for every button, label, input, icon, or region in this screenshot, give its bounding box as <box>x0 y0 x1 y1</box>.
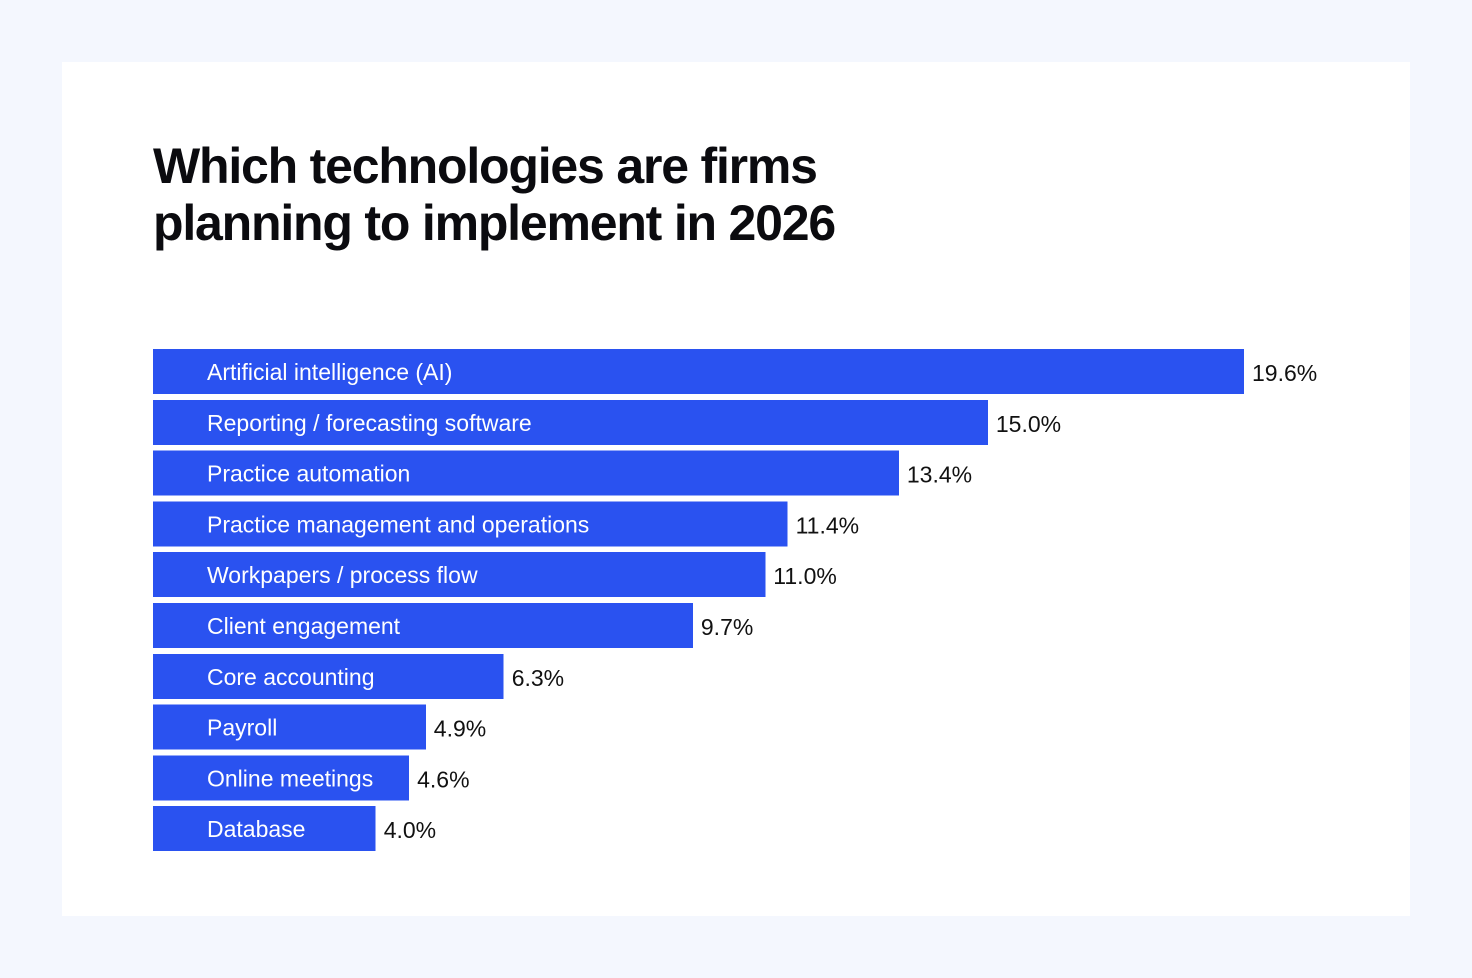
bar-category-label: Payroll <box>207 715 277 741</box>
bar-2 <box>153 450 899 496</box>
chart-title-line-1: Which technologies are firms <box>153 138 818 194</box>
bar-value-label: 11.0% <box>773 563 837 589</box>
bar-category-label: Artificial intelligence (AI) <box>207 359 452 385</box>
bar-8 <box>153 755 410 801</box>
bar-category-label: Practice automation <box>207 461 410 487</box>
bar-category-label: Database <box>207 816 305 842</box>
bar-5 <box>153 603 693 648</box>
bar-3 <box>153 501 788 547</box>
bar-value-label: 9.7% <box>701 614 753 640</box>
bar-value-label: 4.0% <box>384 817 436 843</box>
bar-9 <box>153 806 376 852</box>
bar-value-label: 6.3% <box>512 665 564 691</box>
bar-7 <box>153 704 426 750</box>
chart-title: Which technologies are firms planning to… <box>153 138 1053 252</box>
bar-value-label: 15.0% <box>996 411 1061 437</box>
bar-category-label: Online meetings <box>207 765 373 791</box>
bar-4 <box>153 552 766 598</box>
bar-category-label: Core accounting <box>207 664 375 690</box>
bar-6 <box>153 653 504 699</box>
bar-value-label: 13.4% <box>907 462 972 488</box>
bar-category-label: Workpapers / process flow <box>207 562 478 588</box>
bar-0 <box>153 349 1244 394</box>
chart-title-line-2: planning to implement in 2026 <box>153 195 836 251</box>
bar-category-label: Client engagement <box>207 613 401 639</box>
bar-category-label: Practice management and operations <box>207 511 589 537</box>
bar-value-label: 4.9% <box>434 716 486 742</box>
bar-category-label: Reporting / forecasting software <box>207 410 532 436</box>
bar-1 <box>153 399 988 445</box>
bar-value-label: 11.4% <box>796 512 860 538</box>
bar-value-label: 4.6% <box>417 766 469 792</box>
bar-value-label: 19.6% <box>1252 360 1317 386</box>
